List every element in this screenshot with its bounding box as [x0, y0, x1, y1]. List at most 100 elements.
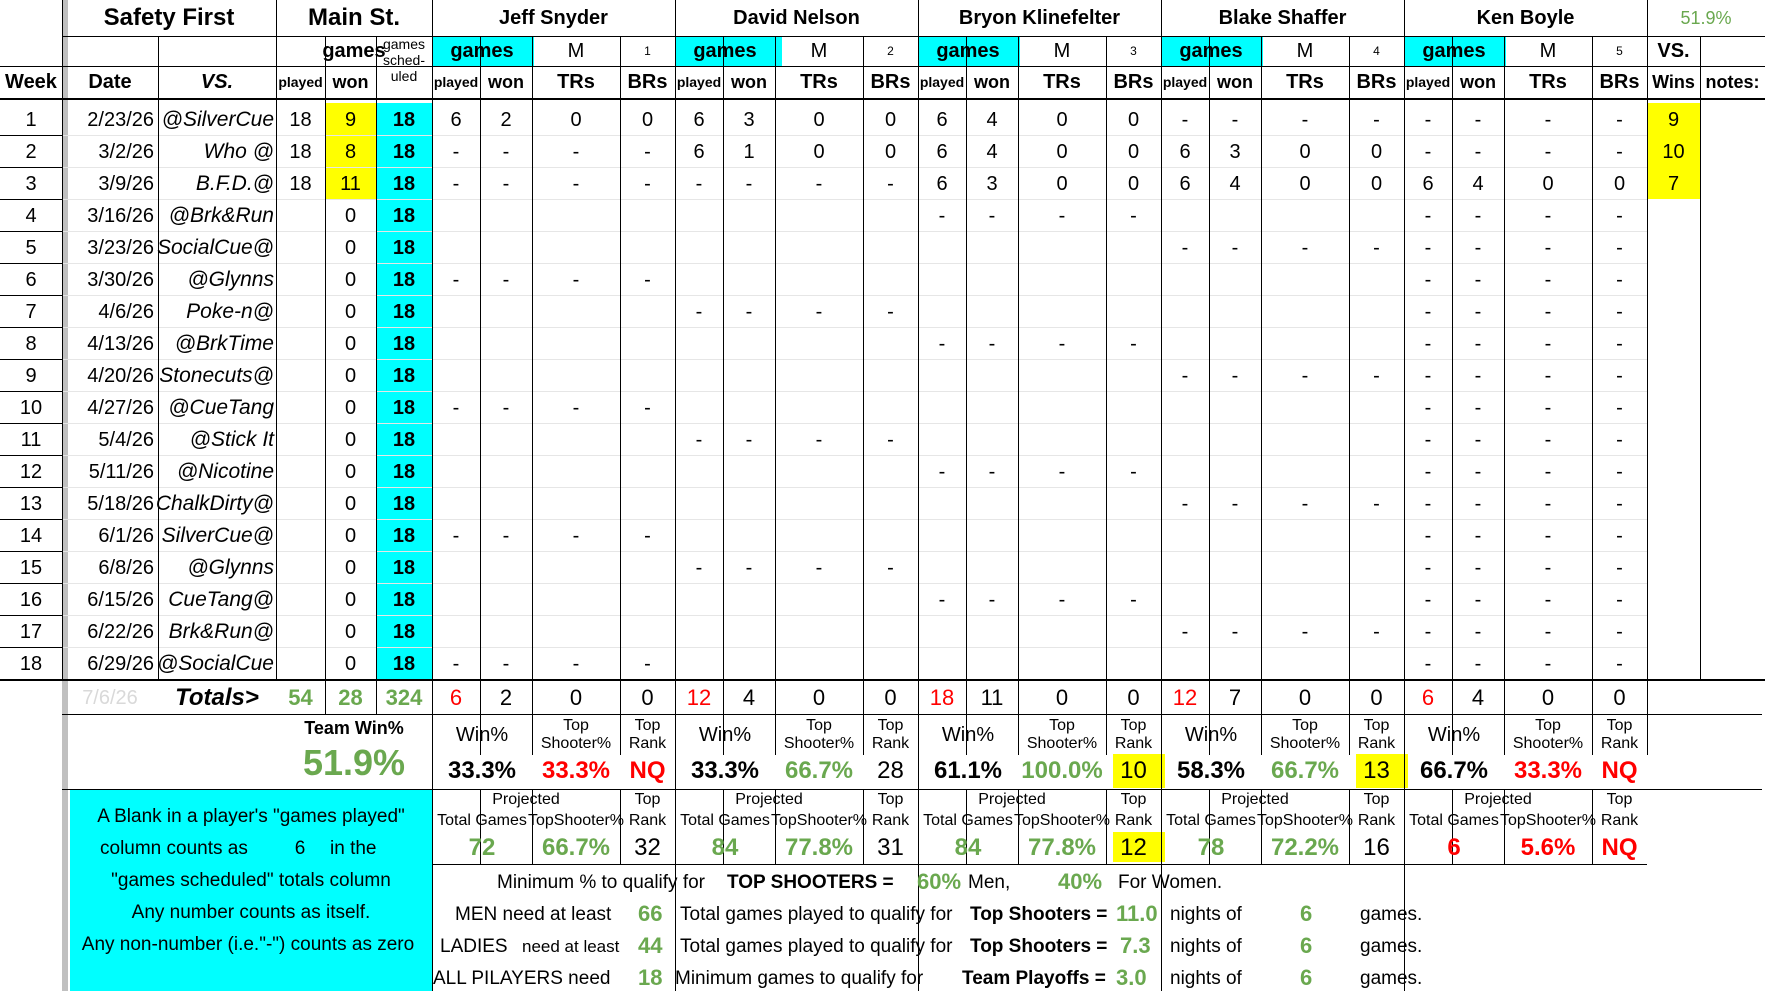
- player-stat-cell[interactable]: [620, 584, 675, 615]
- player-stat-cell[interactable]: -: [1474, 396, 1482, 419]
- player-stat-cell[interactable]: [675, 648, 723, 679]
- player-stat-cell[interactable]: [966, 616, 1018, 647]
- player-stat-cell[interactable]: [1106, 296, 1161, 327]
- player-stat-cell[interactable]: [620, 488, 675, 519]
- player-stat-cell[interactable]: [532, 488, 620, 519]
- player-stat-cell[interactable]: -: [815, 556, 823, 579]
- player-stat-cell[interactable]: [480, 232, 532, 263]
- player-stat-cell[interactable]: [1209, 392, 1261, 423]
- player-stat-cell[interactable]: -: [502, 652, 510, 675]
- player-stat-cell[interactable]: -: [644, 524, 651, 547]
- player-stat-cell[interactable]: 0: [1056, 108, 1068, 131]
- player-stat-cell[interactable]: [1106, 424, 1161, 455]
- player-stat-cell[interactable]: -: [1616, 332, 1623, 355]
- player-stat-cell[interactable]: -: [1424, 364, 1432, 387]
- player-stat-cell[interactable]: -: [1544, 140, 1552, 163]
- player-stat-cell[interactable]: [1349, 392, 1404, 423]
- player-stat-cell[interactable]: [675, 264, 723, 295]
- player-stat-cell[interactable]: [1209, 648, 1261, 679]
- player-stat-cell[interactable]: -: [1616, 652, 1623, 675]
- player-stat-cell[interactable]: [1209, 520, 1261, 551]
- player-stat-cell[interactable]: [863, 520, 918, 551]
- player-stat-cell[interactable]: -: [452, 652, 460, 675]
- player-stat-cell[interactable]: -: [1424, 396, 1432, 419]
- player-stat-cell[interactable]: -: [1474, 652, 1482, 675]
- player-stat-cell[interactable]: [620, 200, 675, 231]
- player-stat-cell[interactable]: [620, 328, 675, 359]
- player-stat-cell[interactable]: [966, 232, 1018, 263]
- player-stat-cell[interactable]: -: [1616, 300, 1623, 323]
- player-stat-cell[interactable]: [480, 584, 532, 615]
- player-stat-cell[interactable]: 6: [693, 108, 705, 131]
- player-stat-cell[interactable]: -: [1424, 588, 1432, 611]
- player-stat-cell[interactable]: 6: [1179, 140, 1191, 163]
- player-stat-cell[interactable]: [532, 616, 620, 647]
- player-stat-cell[interactable]: -: [887, 172, 894, 195]
- player-stat-cell[interactable]: -: [887, 300, 894, 323]
- player-stat-cell[interactable]: -: [1231, 108, 1239, 131]
- player-stat-cell[interactable]: -: [1373, 492, 1380, 515]
- player-stat-cell[interactable]: [723, 456, 775, 487]
- player-stat-cell[interactable]: -: [938, 332, 946, 355]
- player-stat-cell[interactable]: [532, 424, 620, 455]
- player-stat-cell[interactable]: 0: [813, 140, 825, 163]
- player-stat-cell[interactable]: -: [1373, 620, 1380, 643]
- player-stat-cell[interactable]: [863, 456, 918, 487]
- player-stat-cell[interactable]: -: [644, 396, 651, 419]
- player-stat-cell[interactable]: [723, 648, 775, 679]
- player-stat-cell[interactable]: -: [1544, 460, 1552, 483]
- player-stat-cell[interactable]: -: [1424, 140, 1432, 163]
- player-stat-cell[interactable]: -: [1616, 236, 1623, 259]
- player-stat-cell[interactable]: [532, 360, 620, 391]
- player-stat-cell[interactable]: [1161, 456, 1209, 487]
- player-stat-cell[interactable]: [863, 232, 918, 263]
- player-stat-cell[interactable]: [675, 232, 723, 263]
- player-stat-cell[interactable]: [620, 552, 675, 583]
- player-stat-cell[interactable]: 2: [500, 108, 512, 131]
- player-stat-cell[interactable]: [1018, 616, 1106, 647]
- player-stat-cell[interactable]: [480, 360, 532, 391]
- player-stat-cell[interactable]: -: [1058, 588, 1066, 611]
- player-stat-cell[interactable]: [918, 648, 966, 679]
- player-stat-cell[interactable]: [918, 488, 966, 519]
- player-stat-cell[interactable]: -: [1474, 620, 1482, 643]
- player-stat-cell[interactable]: -: [1424, 300, 1432, 323]
- player-stat-cell[interactable]: [480, 424, 532, 455]
- player-stat-cell[interactable]: -: [1424, 652, 1432, 675]
- player-stat-cell[interactable]: -: [572, 524, 580, 547]
- player-stat-cell[interactable]: -: [938, 204, 946, 227]
- player-stat-cell[interactable]: [918, 520, 966, 551]
- player-stat-cell[interactable]: [432, 232, 480, 263]
- player-stat-cell[interactable]: [1209, 328, 1261, 359]
- player-stat-cell[interactable]: -: [1301, 236, 1309, 259]
- player-stat-cell[interactable]: [1209, 264, 1261, 295]
- player-stat-cell[interactable]: -: [1181, 236, 1189, 259]
- player-stat-cell[interactable]: -: [887, 556, 894, 579]
- player-stat-cell[interactable]: -: [1544, 428, 1552, 451]
- player-stat-cell[interactable]: [1106, 232, 1161, 263]
- player-stat-cell[interactable]: 0: [1370, 140, 1383, 163]
- player-stat-cell[interactable]: [1209, 456, 1261, 487]
- player-stat-cell[interactable]: [432, 552, 480, 583]
- player-stat-cell[interactable]: 6: [1422, 172, 1434, 195]
- player-stat-cell[interactable]: [1161, 296, 1209, 327]
- player-stat-cell[interactable]: [775, 488, 863, 519]
- player-stat-cell[interactable]: 3: [1229, 140, 1241, 163]
- player-stat-cell[interactable]: [480, 328, 532, 359]
- player-stat-cell[interactable]: -: [1544, 492, 1552, 515]
- player-stat-cell[interactable]: -: [572, 172, 580, 195]
- player-stat-cell[interactable]: 0: [1299, 172, 1311, 195]
- player-stat-cell[interactable]: -: [1544, 204, 1552, 227]
- player-stat-cell[interactable]: [1261, 200, 1349, 231]
- player-stat-cell[interactable]: [480, 616, 532, 647]
- player-stat-cell[interactable]: -: [1181, 364, 1189, 387]
- player-stat-cell[interactable]: -: [1301, 364, 1309, 387]
- player-stat-cell[interactable]: [1018, 648, 1106, 679]
- player-stat-cell[interactable]: -: [1301, 620, 1309, 643]
- player-stat-cell[interactable]: [775, 392, 863, 423]
- player-stat-cell[interactable]: [675, 456, 723, 487]
- player-stat-cell[interactable]: 6: [693, 140, 705, 163]
- player-stat-cell[interactable]: [532, 552, 620, 583]
- player-stat-cell[interactable]: [1349, 520, 1404, 551]
- player-stat-cell[interactable]: [775, 200, 863, 231]
